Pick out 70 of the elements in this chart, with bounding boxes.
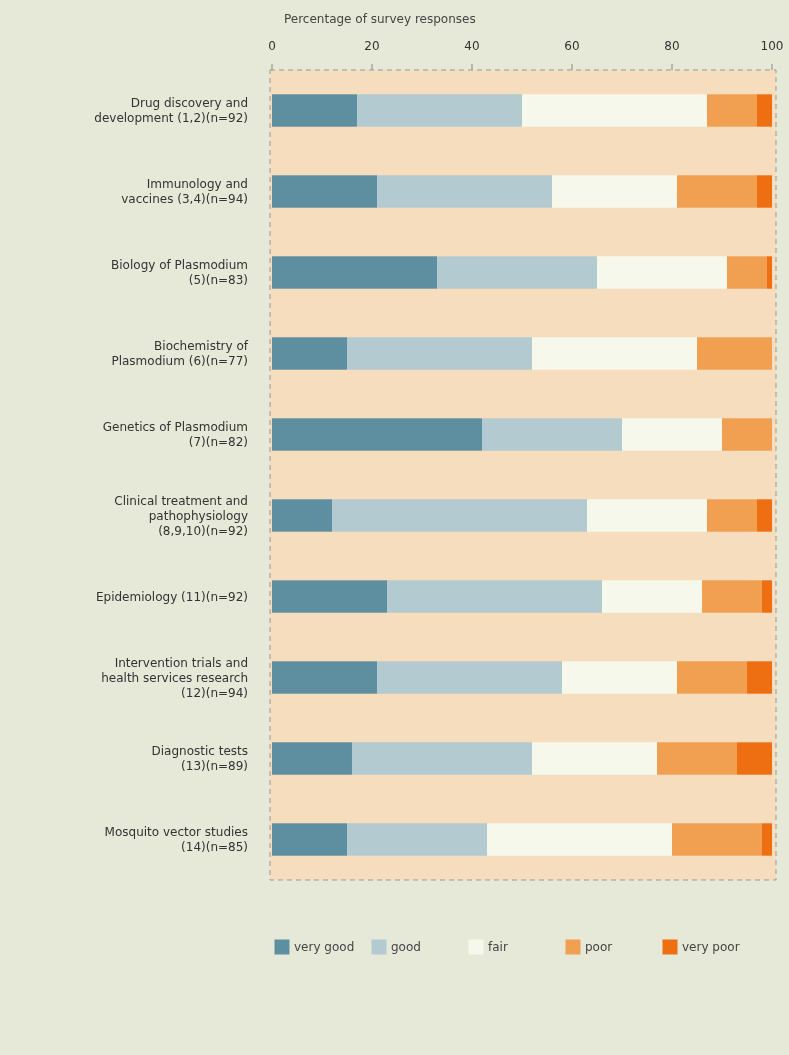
y-tick-label: Drug discovery and development (1,2)(n=92)	[94, 96, 248, 125]
bar	[332, 499, 587, 532]
bar	[552, 175, 677, 208]
bar	[437, 256, 597, 289]
legend-label: fair	[488, 940, 508, 954]
y-tick-label: Intervention trials and health services research (12)(n=94)	[101, 655, 248, 700]
legend-label: very poor	[682, 940, 740, 954]
bar	[522, 94, 707, 127]
bar	[722, 418, 772, 451]
bar	[672, 823, 762, 856]
bar	[272, 256, 437, 289]
y-tick-label: Epidemiology (11)(n=92)	[95, 589, 248, 604]
legend-label: good	[391, 940, 421, 954]
bar	[532, 337, 697, 370]
bar	[352, 742, 532, 775]
bar	[487, 823, 672, 856]
bar	[377, 661, 562, 694]
bar	[707, 94, 757, 127]
bar	[347, 823, 487, 856]
bar	[602, 580, 702, 613]
bar	[272, 418, 482, 451]
bar	[762, 823, 772, 856]
legend-label: very good	[294, 940, 355, 954]
bar	[767, 256, 772, 289]
bar	[387, 580, 602, 613]
y-tick-label: Mosquito vector studies (14)(n=85)	[104, 825, 248, 854]
bar	[727, 256, 767, 289]
y-tick-label: Immunology and vaccines (3,4)(n=94)	[121, 177, 248, 206]
x-tick-label: 20	[364, 39, 380, 53]
bar	[757, 499, 772, 532]
bar	[347, 337, 532, 370]
bar	[357, 94, 522, 127]
x-tick-label: 40	[464, 39, 480, 53]
bar	[747, 661, 772, 694]
bar	[272, 742, 352, 775]
bar	[587, 499, 707, 532]
legend-label: poor	[585, 940, 613, 954]
x-tick-label: 0	[268, 39, 276, 53]
y-tick-label: Biochemistry of Plasmodium (6)(n=77)	[111, 339, 249, 368]
x-tick-label: 60	[564, 39, 580, 53]
y-tick-label: Clinical treatment and pathophysiology (8,9,10)(n=92)	[114, 493, 248, 538]
bar	[272, 337, 347, 370]
bar	[737, 742, 772, 775]
x-tick-label: 100	[760, 39, 784, 53]
bar	[702, 580, 762, 613]
bar	[757, 175, 772, 208]
bar	[707, 499, 757, 532]
bar	[677, 661, 747, 694]
x-axis-title: Percentage of survey responses	[284, 12, 476, 26]
bar	[482, 418, 622, 451]
bar	[272, 499, 332, 532]
bar	[757, 94, 772, 127]
y-tick-label: Diagnostic tests (13)(n=89)	[151, 744, 248, 773]
bar	[272, 94, 357, 127]
bar	[677, 175, 757, 208]
y-tick-label: Biology of Plasmodium (5)(n=83)	[111, 258, 248, 287]
bar	[272, 580, 387, 613]
bar	[272, 823, 347, 856]
bar	[762, 580, 772, 613]
bar	[622, 418, 722, 451]
bar	[697, 337, 772, 370]
x-tick-label: 80	[664, 39, 680, 53]
y-tick-label: Genetics of Plasmodium (7)(n=82)	[102, 420, 248, 449]
bar	[532, 742, 657, 775]
bar	[657, 742, 737, 775]
bar	[562, 661, 677, 694]
bar	[272, 661, 377, 694]
bar	[597, 256, 727, 289]
bar	[377, 175, 552, 208]
bar	[272, 175, 377, 208]
